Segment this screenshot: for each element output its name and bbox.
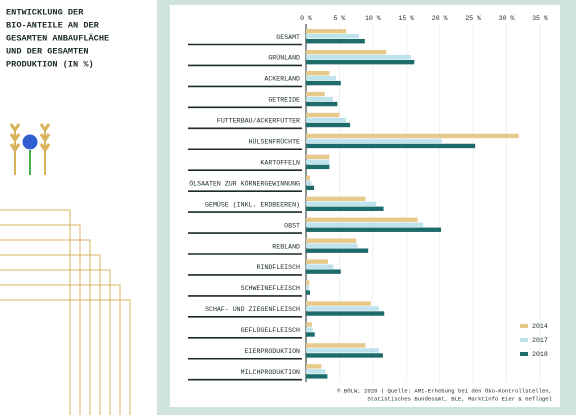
title-line: GESAMTEN ANBAUFLÄCHE (6, 32, 109, 43)
bar (306, 353, 383, 358)
bar (306, 143, 476, 149)
bar (306, 306, 379, 311)
category-label: GRÜNLAND (268, 54, 300, 62)
bar (306, 343, 366, 348)
legend-swatch (520, 324, 528, 328)
bar (306, 29, 347, 34)
bar (306, 133, 519, 139)
bar (306, 164, 330, 170)
bar (306, 264, 334, 269)
x-tick-label: 5 % (333, 15, 345, 22)
bar (306, 248, 369, 253)
bar (306, 154, 330, 160)
title-line: ENTWICKLUNG DER (6, 7, 84, 17)
bar (306, 175, 311, 181)
legend-swatch (520, 352, 528, 356)
bar (306, 159, 330, 165)
source-note: Statistisches Bundesamt, BLE, Marktinfo … (367, 395, 552, 402)
decoration (0, 123, 131, 415)
bar (306, 369, 326, 374)
bar (306, 54, 411, 60)
category-label: GEMÜSE (INKL. ERDBEEREN) (205, 200, 300, 208)
bar (306, 311, 385, 316)
category-label: SCHWEINEFLEISCH (241, 285, 300, 292)
category-label: ACKERLAND (264, 76, 300, 83)
x-tick-label: 20 % (432, 15, 448, 22)
category-label: GESAMT (276, 34, 300, 41)
title-line: UND DER GESAMTEN (6, 46, 89, 56)
bar (306, 238, 357, 243)
bar (306, 259, 329, 264)
legend-label: 2014 (532, 323, 548, 330)
category-label: KARTOFFELN (260, 159, 300, 166)
title-line: BIO-ANTEILE AN DER (6, 20, 100, 30)
bar (306, 269, 341, 274)
bar (306, 327, 313, 332)
category-label: MILCHPRODUKTION (241, 369, 300, 376)
bar (306, 285, 310, 290)
bar (306, 180, 312, 186)
bar (306, 70, 330, 76)
x-tick-label: 0 % (300, 15, 312, 22)
bar (306, 34, 359, 39)
category-label: FUTTERBAU/ACKERFUTTER (217, 118, 300, 125)
bar (306, 374, 328, 379)
bar (306, 217, 418, 222)
bar (306, 185, 315, 191)
bar (306, 290, 311, 295)
bar (306, 49, 387, 55)
bar (306, 122, 351, 128)
x-tick-label: 25 % (465, 15, 481, 22)
legend-label: 2017 (532, 337, 548, 344)
bar (306, 138, 442, 144)
bar (306, 364, 322, 369)
bar (306, 301, 371, 306)
category-label: SCHAF- UND ZIEGENFLEISCH (205, 306, 300, 313)
category-label: REBLAND (272, 243, 300, 250)
legend-swatch (520, 338, 528, 342)
legend-label: 2018 (532, 351, 548, 358)
category-label: EIERPRODUKTION (245, 348, 300, 355)
x-tick-label: 30 % (499, 15, 515, 22)
bar (306, 206, 384, 211)
bar (306, 39, 365, 44)
x-tick-label: 10 % (365, 15, 381, 22)
category-label: OBST (284, 222, 300, 229)
bar (306, 322, 313, 327)
bar (306, 117, 347, 123)
bar (306, 96, 333, 102)
category-label: HÜLSENFRÜCHTE (249, 138, 300, 146)
bar (306, 222, 423, 227)
bar (306, 348, 379, 353)
bar (306, 196, 366, 201)
x-tick-label: 15 % (398, 15, 414, 22)
category-label: ÖLSAATEN ZUR KÖRNERGEWINNUNG (189, 179, 300, 187)
bar (306, 201, 377, 206)
bar (306, 80, 341, 86)
bar (306, 280, 310, 285)
category-label: RINDFLEISCH (256, 264, 300, 271)
title-line: PRODUKTION (IN %) (6, 59, 94, 69)
bar (306, 101, 338, 107)
bar (306, 112, 340, 118)
category-label: GETREIDE (268, 97, 300, 104)
bar (306, 332, 315, 337)
bar (306, 59, 415, 65)
source-note: © BÖLW, 2020 | Quelle: AMI-Erhebung bei … (337, 387, 552, 394)
bar (306, 227, 442, 232)
category-label: GEFLÜGELFLEISCH (241, 326, 300, 334)
bar (306, 91, 325, 97)
x-tick-label: 35 % (532, 15, 548, 22)
bar (306, 75, 337, 81)
bar (306, 243, 358, 248)
